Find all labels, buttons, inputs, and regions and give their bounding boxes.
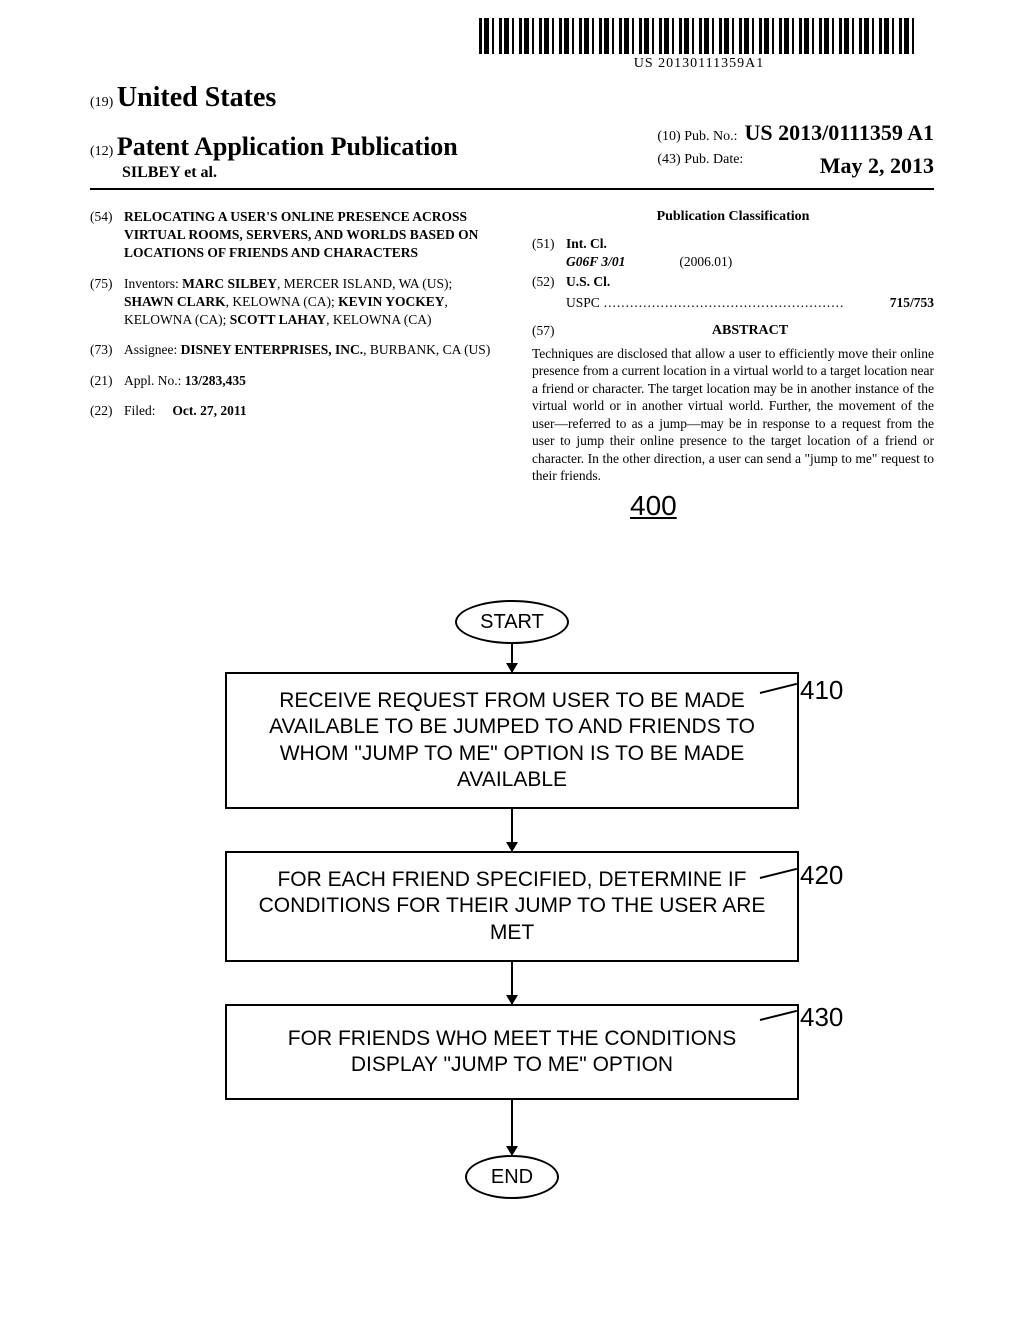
doc-type-line: (12) Patent Application Publication (90, 132, 657, 162)
country-num: (19) (90, 95, 113, 110)
uscl-row: (52) U.S. Cl. (532, 273, 934, 291)
title-num: (54) (90, 208, 124, 263)
pub-date: May 2, 2013 (820, 149, 934, 182)
header: (19) United States (12) Patent Applicati… (90, 82, 934, 190)
assignee-num: (73) (90, 341, 124, 359)
filed-num: (22) (90, 402, 124, 420)
callout-420: 420 (800, 860, 843, 891)
intcl-code: G06F 3/01 (566, 254, 625, 269)
uscl-num: (52) (532, 273, 566, 291)
intcl-num: (51) (532, 235, 566, 271)
pub-no-line: (10) Pub. No.: US 2013/0111359 A1 (657, 116, 934, 149)
dotted-leader: ........................................… (604, 294, 886, 312)
assignee-row: (73) Assignee: DISNEY ENTERPRISES, INC.,… (90, 341, 492, 359)
barcode-block: US 20130111359A1 (479, 18, 919, 72)
assignee-field: Assignee: DISNEY ENTERPRISES, INC., BURB… (124, 341, 492, 359)
end-label: END (491, 1166, 533, 1189)
appl-label: Appl. No.: (124, 373, 181, 388)
process-box-430: FOR FRIENDS WHO MEET THE CONDITIONS DISP… (225, 1004, 799, 1101)
uscl-line-row: USPC ...................................… (566, 294, 934, 312)
filed-value: Oct. 27, 2011 (172, 403, 246, 418)
uscl-line: USPC (566, 294, 600, 312)
country-line: (19) United States (90, 82, 934, 114)
biblio: (54) RELOCATING A USER'S ONLINE PRESENCE… (90, 208, 934, 485)
pub-date-label: Pub. Date: (684, 152, 743, 167)
inventors-row: (75) Inventors: MARC SILBEY, MERCER ISLA… (90, 275, 492, 330)
start-terminator: START (455, 600, 569, 644)
arrow-1 (511, 644, 513, 672)
filed-row: (22) Filed: Oct. 27, 2011 (90, 402, 492, 420)
header-flex: (12) Patent Application Publication SILB… (90, 116, 934, 190)
barcode-graphic (479, 18, 919, 54)
abstract-heading: ABSTRACT (566, 322, 934, 341)
pub-no-num: (10) (657, 129, 680, 144)
barcode-text: US 20130111359A1 (479, 56, 919, 72)
process-420-label: FOR EACH FRIEND SPECIFIED, DETERMINE IF … (259, 868, 766, 944)
assignee-text: DISNEY ENTERPRISES, INC., BURBANK, CA (U… (181, 342, 491, 357)
end-terminator: END (465, 1155, 559, 1199)
patent-page: US 20130111359A1 (19) United States (12)… (0, 0, 1024, 1320)
start-label: START (480, 611, 544, 634)
pub-no-label: Pub. No.: (684, 129, 737, 144)
arrow-4 (511, 1100, 513, 1155)
uscl-field: U.S. Cl. (566, 273, 934, 291)
pub-date-num: (43) (657, 152, 680, 167)
abstract-header-row: (57) ABSTRACT (532, 322, 934, 345)
doc-type-num: (12) (90, 144, 113, 159)
abstract-text: Techniques are disclosed that allow a us… (532, 345, 934, 485)
pub-class-heading: Publication Classification (532, 208, 934, 227)
appl-row: (21) Appl. No.: 13/283,435 (90, 372, 492, 390)
title-row: (54) RELOCATING A USER'S ONLINE PRESENCE… (90, 208, 492, 263)
uscl-label: U.S. Cl. (566, 273, 610, 291)
authors: SILBEY et al. (122, 164, 657, 182)
header-left: (12) Patent Application Publication SILB… (90, 132, 657, 182)
intcl-label: Int. Cl. (566, 236, 607, 251)
inventors-num: (75) (90, 275, 124, 330)
callout-410: 410 (800, 675, 843, 706)
process-box-420: FOR EACH FRIEND SPECIFIED, DETERMINE IF … (225, 851, 799, 962)
figure-number: 400 (630, 490, 677, 522)
inventors-label: Inventors: (124, 276, 179, 291)
doc-type: Patent Application Publication (117, 132, 458, 161)
intcl-date: (2006.01) (679, 254, 732, 269)
pub-no: US 2013/0111359 A1 (745, 120, 934, 145)
inventors-field: Inventors: MARC SILBEY, MERCER ISLAND, W… (124, 275, 492, 330)
arrow-3 (511, 962, 513, 1004)
pub-date-line: (43) Pub. Date: May 2, 2013 (657, 149, 934, 182)
biblio-right: Publication Classification (51) Int. Cl.… (512, 208, 934, 485)
process-box-410: RECEIVE REQUEST FROM USER TO BE MADE AVA… (225, 672, 799, 809)
appl-value: 13/283,435 (185, 373, 246, 388)
abstract-num: (57) (532, 322, 566, 345)
intcl-field: Int. Cl. G06F 3/01 (2006.01) (566, 235, 934, 271)
filed-label: Filed: (124, 403, 156, 418)
flowchart: 400 START RECEIVE REQUEST FROM USER TO B… (0, 490, 1024, 1199)
filed-field: Filed: Oct. 27, 2011 (124, 402, 492, 420)
invention-title: RELOCATING A USER'S ONLINE PRESENCE ACRO… (124, 208, 492, 263)
pub-date-left: (43) Pub. Date: (657, 149, 743, 182)
appl-field: Appl. No.: 13/283,435 (124, 372, 492, 390)
assignee-label: Assignee: (124, 342, 177, 357)
header-right: (10) Pub. No.: US 2013/0111359 A1 (43) P… (657, 116, 934, 182)
intcl-row: (51) Int. Cl. G06F 3/01 (2006.01) (532, 235, 934, 271)
arrow-2 (511, 809, 513, 851)
callout-430: 430 (800, 1002, 843, 1033)
appl-num: (21) (90, 372, 124, 390)
process-430-label: FOR FRIENDS WHO MEET THE CONDITIONS DISP… (288, 1027, 736, 1076)
uscl-value: 715/753 (890, 294, 934, 312)
country: United States (117, 82, 276, 113)
process-410-label: RECEIVE REQUEST FROM USER TO BE MADE AVA… (269, 689, 755, 791)
biblio-left: (54) RELOCATING A USER'S ONLINE PRESENCE… (90, 208, 512, 485)
